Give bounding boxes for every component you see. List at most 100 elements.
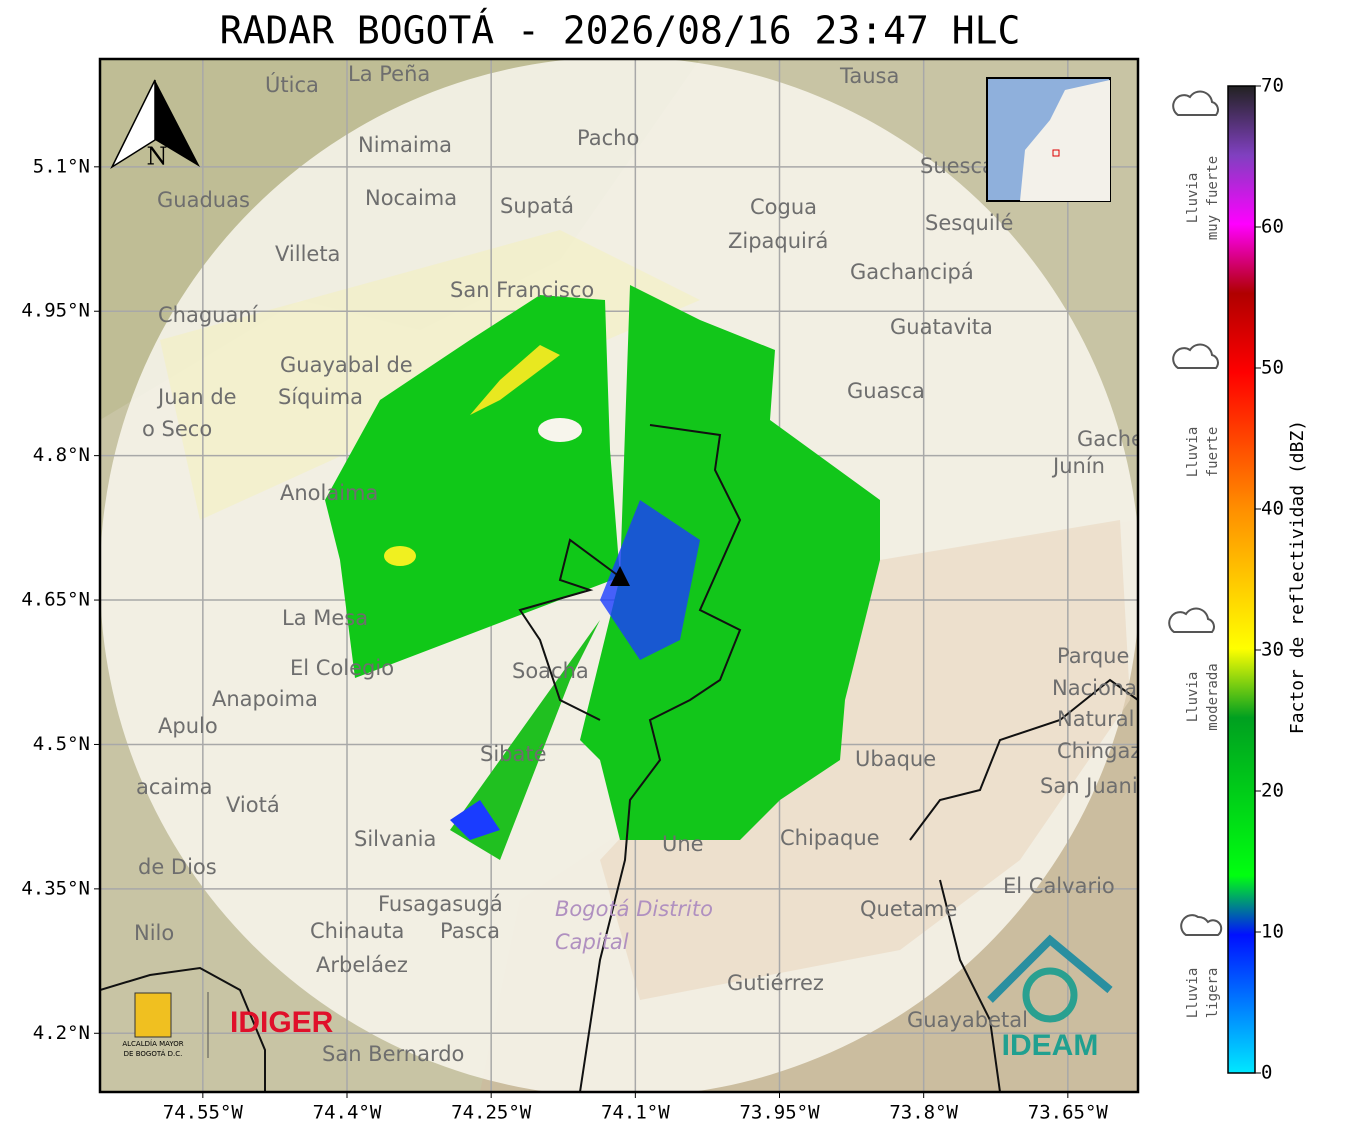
echo xyxy=(470,345,560,415)
terrain xyxy=(600,520,1130,1000)
logo-ideam xyxy=(1022,967,1078,1023)
place: Capital xyxy=(555,930,629,954)
intensity-label: ligera xyxy=(1205,968,1221,1019)
place: Tausa xyxy=(839,64,899,88)
compass xyxy=(155,80,200,167)
place: Chaguaní xyxy=(158,303,259,327)
boundary xyxy=(100,678,1138,1092)
x-tick-label: 74.25°W xyxy=(451,1102,532,1124)
echo xyxy=(384,546,416,566)
colorbar-tick-label: 50 xyxy=(1261,357,1284,379)
place: Útica xyxy=(265,72,319,97)
place: Nimaima xyxy=(358,133,452,157)
y-tick-label: 4.95°N xyxy=(21,300,90,322)
y-tick-label: 4.2°N xyxy=(33,1022,90,1044)
place: Soacha xyxy=(512,659,589,683)
logo-ideam xyxy=(987,934,1113,1003)
place: Juan de xyxy=(156,385,237,409)
place: El Calvario xyxy=(1003,874,1115,898)
place: Villeta xyxy=(275,242,340,266)
place: Zipaquirá xyxy=(728,229,828,253)
echo xyxy=(325,295,620,678)
place: Bogotá Distrito xyxy=(555,897,713,921)
place: Chinauta xyxy=(310,919,404,943)
y-tick-label: 4.35°N xyxy=(21,877,90,899)
intensity-label: fuerte xyxy=(1205,427,1221,478)
place: Cogua xyxy=(750,195,817,219)
y-tick-label: 4.65°N xyxy=(21,589,90,611)
place: Sesquilé xyxy=(925,211,1013,235)
intensity-label: Lluvia xyxy=(1185,173,1201,224)
inset-land xyxy=(1020,80,1110,201)
y-tick-label: 4.5°N xyxy=(33,733,90,755)
place: Anapoima xyxy=(212,687,318,711)
logo-text: IDIGER xyxy=(230,1006,334,1039)
echo xyxy=(600,500,700,660)
place: Fusagasugá xyxy=(378,892,503,916)
colorbar-tick-label: 40 xyxy=(1261,498,1284,520)
x-tick-label: 74.1°W xyxy=(601,1102,670,1124)
intensity-label: muy fuerte xyxy=(1205,156,1221,240)
place: Nilo xyxy=(134,921,174,945)
boundary xyxy=(518,424,742,1092)
x-tick-label: 74.4°W xyxy=(313,1102,382,1124)
place: Síquima xyxy=(278,385,363,409)
place: Suesca xyxy=(920,154,995,178)
place: Pacho xyxy=(577,126,639,150)
radar-site xyxy=(610,566,630,586)
colorbar-tick-label: 0 xyxy=(1261,1062,1272,1084)
place: Anolaima xyxy=(280,481,378,505)
place: Apulo xyxy=(158,714,218,738)
logo-text: DE BOGOTÁ D.C. xyxy=(124,1049,183,1058)
place: Gachancipá xyxy=(850,260,974,284)
map: Útica La Peña Tausa Pacho Nimaima Guadua… xyxy=(100,59,1154,1092)
place: acaima xyxy=(136,775,212,799)
echo xyxy=(580,285,880,840)
place: Gutiérrez xyxy=(727,971,824,995)
colorbar-tick-label: 10 xyxy=(1261,921,1284,943)
place: Viotá xyxy=(226,793,280,817)
logo-text: ALCALDÍA MAYOR xyxy=(122,1039,183,1048)
compass-label: N xyxy=(147,143,168,171)
place: Parque xyxy=(1057,644,1129,668)
x-tick-label: 74.55°W xyxy=(163,1102,244,1124)
place: Guaduas xyxy=(157,188,250,212)
echo-gap xyxy=(538,418,582,442)
map-frame xyxy=(98,57,1140,1094)
place: Quetame xyxy=(860,897,957,921)
y-tick-label: 4.8°N xyxy=(33,444,90,466)
place: Guatavita xyxy=(890,315,993,339)
intensity-label: Lluvia xyxy=(1185,672,1201,723)
place: Silvania xyxy=(354,827,436,851)
logo-shield xyxy=(134,992,172,1038)
x-tick-label: 73.65°W xyxy=(1028,1102,1109,1124)
y-tick-label: 5.1°N xyxy=(33,155,90,177)
x-tick-label: 73.8°W xyxy=(889,1102,958,1124)
place: Guasca xyxy=(847,379,925,403)
echo xyxy=(450,620,600,860)
place: Natural xyxy=(1057,707,1134,731)
echo xyxy=(450,800,500,840)
colorbar-tick-label: 60 xyxy=(1261,216,1284,238)
place: San Francisco xyxy=(450,278,594,302)
title: RADAR BOGOTÁ - 2026/08/16 23:47 HLC xyxy=(220,9,1021,53)
place: de Dios xyxy=(138,855,217,879)
inset-marker xyxy=(1052,149,1060,157)
place: Nocaima xyxy=(365,186,457,210)
place: o Seco xyxy=(142,417,212,441)
intensity-label: Lluvia xyxy=(1185,427,1201,478)
place: La Mesa xyxy=(282,606,368,630)
weather-icons xyxy=(1168,90,1223,936)
place: Chingaza xyxy=(1057,739,1154,763)
logo-text: IDEAM xyxy=(1002,1029,1099,1062)
place: Ubaque xyxy=(855,747,936,771)
colorbar-tick-label: 70 xyxy=(1261,75,1284,97)
place: San Bernardo xyxy=(322,1042,464,1066)
colorbar xyxy=(1227,85,1256,1074)
place: Nacional xyxy=(1052,676,1143,700)
place: Pasca xyxy=(440,919,500,943)
place: Guayabal de xyxy=(280,353,413,377)
x-tick-label: 73.95°W xyxy=(739,1102,820,1124)
place: La Peña xyxy=(348,62,430,86)
